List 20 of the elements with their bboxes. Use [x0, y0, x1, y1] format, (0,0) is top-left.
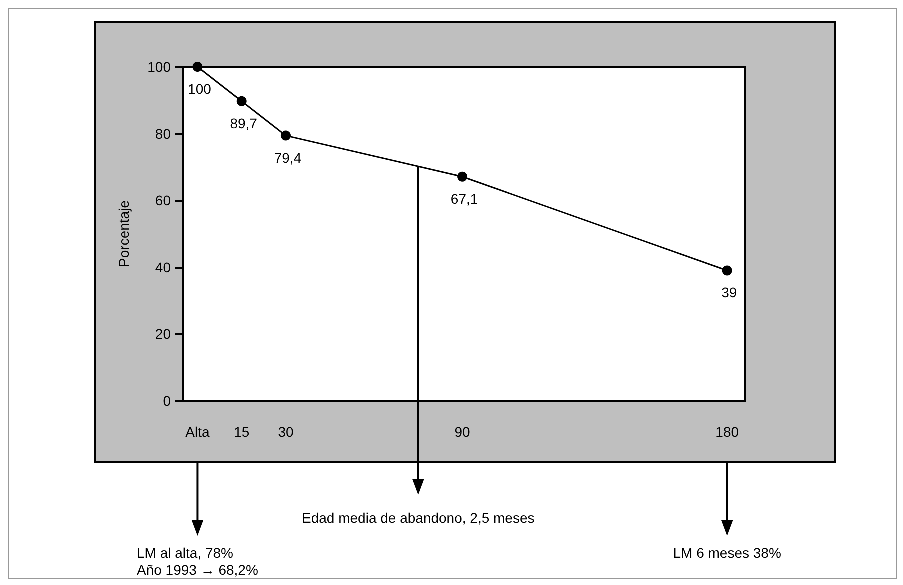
data-label: 67,1 — [450, 190, 478, 207]
data-label: 100 — [188, 81, 212, 97]
data-label: 79,4 — [274, 150, 302, 166]
y-tick-label: 80 — [155, 126, 172, 142]
text: LM 6 meses 38% — [673, 545, 782, 562]
y-tick-label: 20 — [155, 326, 172, 342]
data-label: 89,7 — [230, 115, 258, 132]
text: LM al alta, 78% Año 1993 → 68,2% — [136, 545, 258, 579]
y-tick-label: 0 — [163, 393, 172, 409]
x-tick-label: 180 — [716, 424, 740, 440]
y-tick-label: 60 — [155, 192, 172, 209]
x-tick-label: 90 — [454, 424, 471, 440]
y-tick-label: 40 — [155, 259, 172, 276]
data-label: 39 — [722, 284, 738, 301]
x-tick-label: Alta — [186, 424, 210, 440]
x-tick-label: 30 — [278, 424, 294, 440]
ref-line-label: Edad media de abandono, 2,5 meses — [302, 510, 535, 527]
y-axis-title: Porcentaje — [116, 200, 132, 268]
y-tick-label: 100 — [148, 59, 172, 75]
x-tick-label: 15 — [234, 424, 250, 440]
